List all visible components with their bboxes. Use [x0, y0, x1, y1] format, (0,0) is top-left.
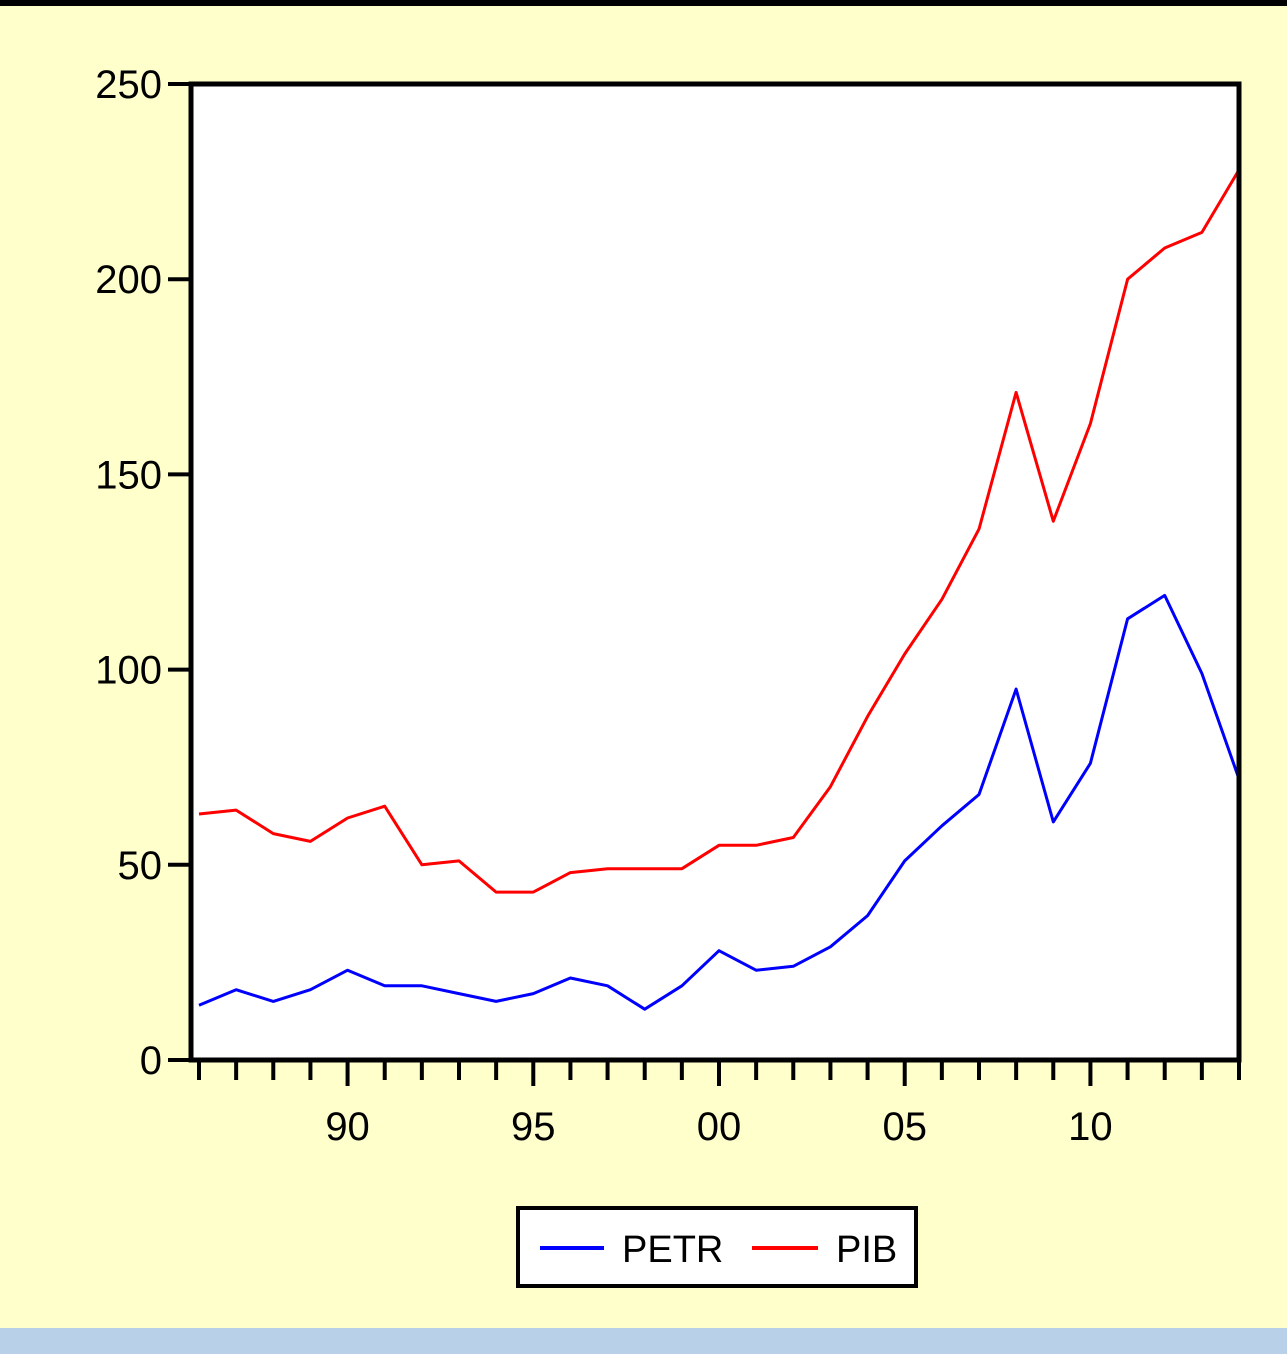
y-tick-label: 250: [95, 63, 162, 107]
plot-frame: [188, 81, 1242, 1063]
bottom-strip: [0, 1328, 1287, 1354]
series-layer: [198, 169, 1241, 1011]
plot-background: [191, 84, 1239, 1060]
y-tick-label: 150: [95, 453, 162, 497]
legend: PETR PIB: [516, 1206, 918, 1288]
x-tick-label: 05: [882, 1105, 927, 1149]
y-tick-label: 200: [95, 258, 162, 302]
y-axis: 0 50 100 150 200 250: [95, 63, 191, 1083]
y-tick-label: 100: [95, 649, 162, 693]
x-tick-label: 95: [511, 1105, 556, 1149]
top-border: [0, 0, 1287, 6]
legend-label-petr: PETR: [622, 1229, 723, 1271]
series-line-pib: [198, 169, 1241, 894]
y-tick-label: 50: [118, 844, 163, 888]
y-tick-label: 0: [140, 1039, 162, 1083]
x-tick-label: 90: [325, 1105, 370, 1149]
x-axis: 90 95 00 05 10: [197, 1060, 1241, 1149]
x-tick-label: 10: [1068, 1105, 1113, 1149]
x-tick-label: 00: [697, 1105, 742, 1149]
series-line-petr: [198, 593, 1241, 1011]
legend-label-pib: PIB: [836, 1229, 897, 1271]
